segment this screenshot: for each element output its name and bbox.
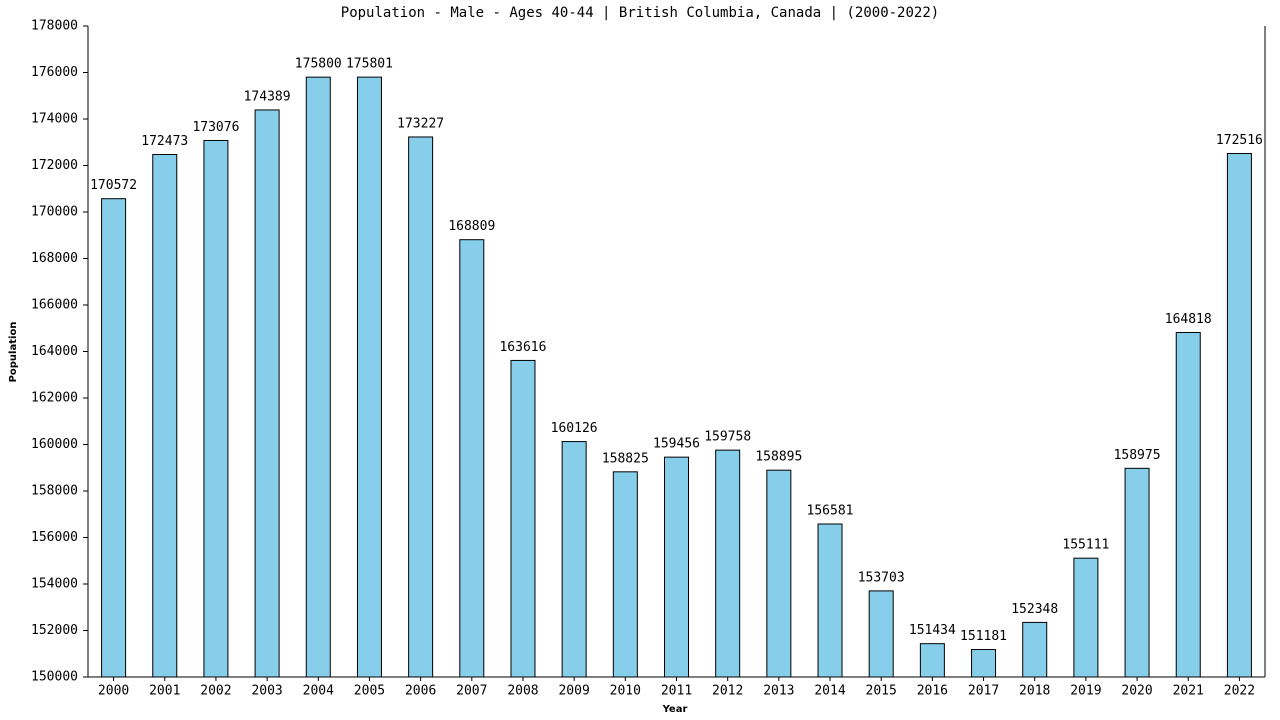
value-label: 158975 bbox=[1114, 448, 1161, 463]
y-tick-label: 156000 bbox=[31, 530, 78, 545]
bar bbox=[152, 154, 178, 678]
bar bbox=[766, 469, 792, 678]
x-tick-label: 2011 bbox=[661, 684, 692, 699]
value-label: 155111 bbox=[1062, 538, 1109, 553]
x-tick-label: 2015 bbox=[866, 684, 897, 699]
value-label: 164818 bbox=[1165, 312, 1212, 327]
value-label: 174389 bbox=[244, 89, 291, 104]
x-tick-label: 2008 bbox=[507, 684, 538, 699]
x-tick-label: 2017 bbox=[968, 684, 999, 699]
y-tick-label: 176000 bbox=[31, 65, 78, 80]
value-label: 175800 bbox=[295, 57, 342, 72]
x-tick-label: 2006 bbox=[405, 684, 436, 699]
bar bbox=[1073, 557, 1099, 678]
value-label: 160126 bbox=[551, 421, 598, 436]
y-tick-label: 168000 bbox=[31, 251, 78, 266]
x-tick-label: 2020 bbox=[1121, 684, 1152, 699]
bar bbox=[971, 649, 997, 678]
y-tick-label: 178000 bbox=[31, 19, 78, 34]
value-label: 156581 bbox=[807, 503, 854, 518]
x-tick-label: 2010 bbox=[610, 684, 641, 699]
x-tick-label: 2019 bbox=[1070, 684, 1101, 699]
bar bbox=[919, 643, 945, 678]
x-tick-label: 2001 bbox=[149, 684, 180, 699]
value-label: 159456 bbox=[653, 437, 700, 452]
bar bbox=[561, 441, 587, 678]
x-axis-title: Year bbox=[662, 704, 688, 715]
bar bbox=[459, 239, 485, 678]
x-tick-label: 2007 bbox=[456, 684, 487, 699]
x-tick-label: 2018 bbox=[1019, 684, 1050, 699]
value-label: 175801 bbox=[346, 57, 393, 72]
bar bbox=[254, 109, 280, 678]
value-label: 172516 bbox=[1216, 133, 1263, 148]
x-tick-label: 2021 bbox=[1173, 684, 1204, 699]
y-tick-label: 150000 bbox=[31, 670, 78, 685]
y-tick-label: 166000 bbox=[31, 298, 78, 313]
y-tick-label: 154000 bbox=[31, 577, 78, 592]
x-tick-label: 2005 bbox=[354, 684, 385, 699]
value-label: 152348 bbox=[1011, 602, 1058, 617]
bar bbox=[101, 198, 127, 678]
bar bbox=[817, 523, 843, 678]
value-label: 151434 bbox=[909, 623, 956, 638]
bar bbox=[408, 136, 434, 678]
bar bbox=[1124, 467, 1150, 678]
bar bbox=[612, 471, 638, 678]
x-tick-label: 2022 bbox=[1224, 684, 1255, 699]
value-label: 173227 bbox=[397, 116, 444, 131]
y-tick-label: 158000 bbox=[31, 484, 78, 499]
bar bbox=[1226, 153, 1252, 678]
bar bbox=[510, 359, 536, 678]
bar bbox=[305, 76, 331, 678]
bar bbox=[356, 76, 382, 678]
value-label: 153703 bbox=[858, 570, 905, 585]
bar bbox=[715, 449, 741, 678]
value-label: 163616 bbox=[499, 340, 546, 355]
value-label: 170572 bbox=[90, 178, 137, 193]
y-tick-label: 170000 bbox=[31, 205, 78, 220]
x-tick-label: 2000 bbox=[98, 684, 129, 699]
x-tick-label: 2012 bbox=[712, 684, 743, 699]
value-label: 173076 bbox=[192, 120, 239, 135]
y-tick-label: 164000 bbox=[31, 344, 78, 359]
x-tick-label: 2002 bbox=[200, 684, 231, 699]
value-label: 151181 bbox=[960, 629, 1007, 644]
x-tick-label: 2009 bbox=[558, 684, 589, 699]
bar bbox=[1175, 331, 1201, 678]
value-label: 172473 bbox=[141, 134, 188, 149]
value-label: 168809 bbox=[448, 219, 495, 234]
bar bbox=[868, 590, 894, 678]
x-tick-label: 2014 bbox=[814, 684, 845, 699]
value-label: 158825 bbox=[602, 451, 649, 466]
x-tick-label: 2004 bbox=[303, 684, 334, 699]
y-tick-label: 160000 bbox=[31, 437, 78, 452]
y-axis-title: Population bbox=[8, 322, 19, 383]
bar bbox=[664, 456, 689, 678]
bar bbox=[1022, 621, 1048, 678]
x-tick-label: 2013 bbox=[763, 684, 794, 699]
y-tick-label: 172000 bbox=[31, 158, 78, 173]
value-label: 159758 bbox=[704, 430, 751, 445]
y-tick-label: 152000 bbox=[31, 623, 78, 638]
value-label: 158895 bbox=[755, 450, 802, 465]
y-tick-label: 162000 bbox=[31, 391, 78, 406]
chart-title: Population - Male - Ages 40-44 | British… bbox=[341, 5, 939, 21]
x-tick-label: 2016 bbox=[917, 684, 948, 699]
x-tick-label: 2003 bbox=[251, 684, 282, 699]
y-tick-label: 174000 bbox=[31, 112, 78, 127]
bar bbox=[203, 139, 229, 678]
